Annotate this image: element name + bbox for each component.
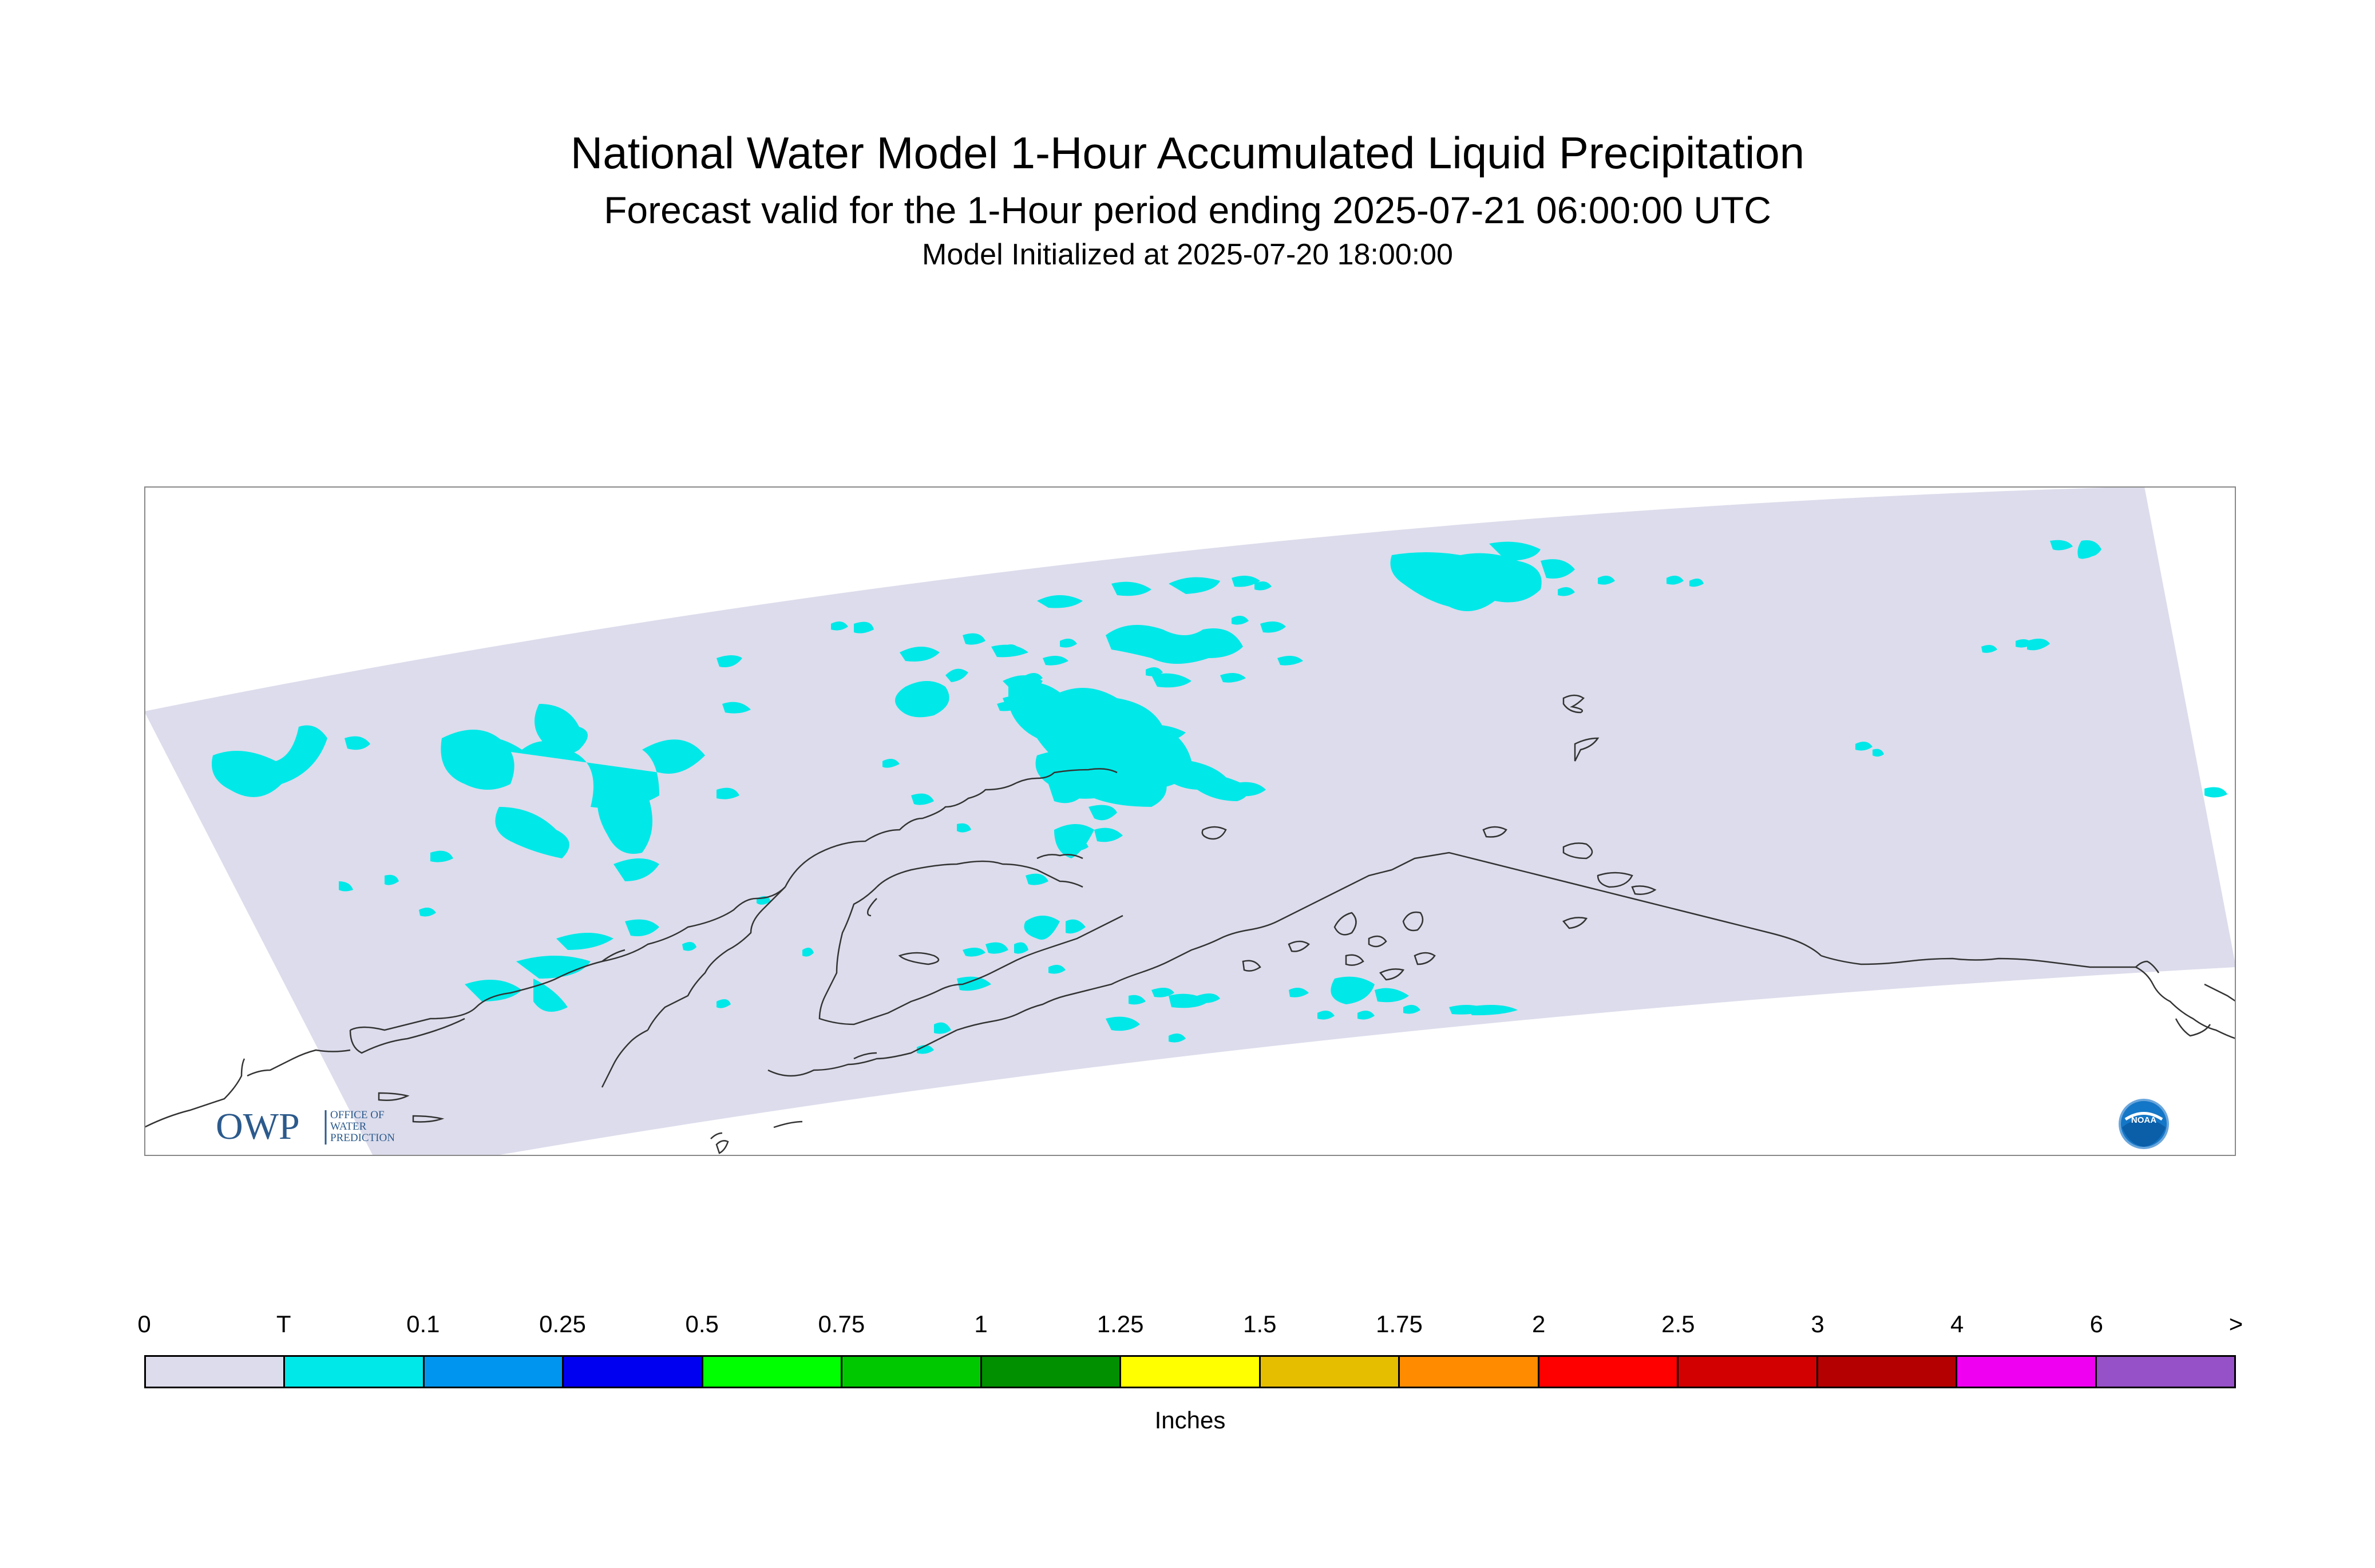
legend-tick-label: > — [2228, 1310, 2243, 1337]
legend-swatch — [285, 1357, 425, 1387]
map-frame — [144, 486, 2236, 1156]
noaa-logo-text: NOAA — [2131, 1115, 2156, 1125]
legend-tick-label: 0.75 — [818, 1310, 865, 1337]
legend-swatch — [1400, 1357, 1539, 1387]
legend-swatch — [1260, 1357, 1400, 1387]
forecast-valid-subtitle: Forecast valid for the 1-Hour period end… — [604, 189, 1771, 231]
legend-swatch — [1539, 1357, 1679, 1387]
precipitation-map: OWP OFFICE OF WATER PREDICTION NOAA — [144, 486, 2236, 1156]
legend-tick-label: 1 — [974, 1310, 988, 1337]
legend-swatch — [424, 1357, 564, 1387]
legend-tick-label: T — [276, 1310, 291, 1337]
legend-swatch — [1121, 1357, 1261, 1387]
legend-swatch — [2096, 1357, 2235, 1387]
legend-swatch — [1818, 1357, 1958, 1387]
legend-swatch — [1957, 1357, 2097, 1387]
model-init-line: Model Initialized at 2025-07-20 18:00:00 — [922, 238, 1453, 271]
legend-tick-label: 6 — [2089, 1310, 2104, 1337]
legend-swatch — [564, 1357, 703, 1387]
owp-logo: OWP OFFICE OF WATER PREDICTION — [216, 1106, 395, 1147]
precip-trace-areas — [212, 540, 2227, 1054]
owp-logo-mark: OWP — [216, 1106, 300, 1147]
legend-swatch — [1679, 1357, 1818, 1387]
legend-tick-label: 2.5 — [1661, 1310, 1695, 1337]
coastlines — [144, 694, 2236, 1154]
legend-tick-label: 0.1 — [406, 1310, 440, 1337]
map-title: National Water Model 1-Hour Accumulated … — [570, 128, 1805, 178]
legend-tick-label: 0.25 — [539, 1310, 586, 1337]
legend-tick-label: 0 — [137, 1310, 151, 1337]
legend-color-bar — [144, 1355, 2236, 1388]
legend-tick-label: 1.75 — [1376, 1310, 1423, 1337]
legend-swatch — [981, 1357, 1122, 1387]
legend-swatch — [146, 1357, 286, 1387]
legend-tick-label: 1.25 — [1097, 1310, 1144, 1337]
legend-tick-label: 0.5 — [685, 1310, 719, 1337]
legend-swatch — [842, 1357, 982, 1387]
model-domain-area — [144, 486, 2236, 1156]
owp-logo-line-2: WATER — [330, 1120, 367, 1133]
legend-tick-label: 4 — [1950, 1310, 1964, 1337]
legend-tick-label: 1.5 — [1243, 1310, 1277, 1337]
legend-swatch — [703, 1357, 843, 1387]
legend-tick-label: 2 — [1531, 1310, 1546, 1337]
legend-units-label: Inches — [1154, 1407, 1226, 1434]
owp-logo-line-3: PREDICTION — [330, 1132, 395, 1144]
owp-logo-line-1: OFFICE OF — [330, 1109, 385, 1121]
precip-legend: 0 T 0.1 0.25 0.5 0.75 1 1.25 1.5 1.75 2 2.5 3 4 6 > Inc… — [137, 1310, 2243, 1454]
noaa-logo: NOAA — [2119, 1099, 2169, 1149]
legend-tick-label: 3 — [1811, 1310, 1824, 1337]
